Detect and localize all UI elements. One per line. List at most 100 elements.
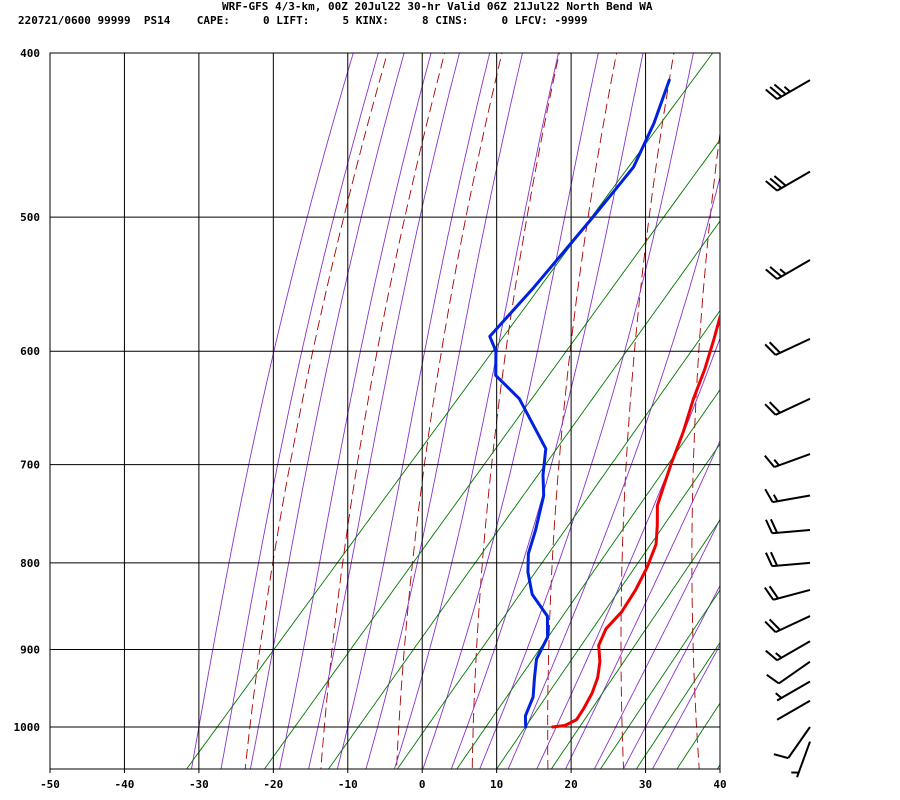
wind-barb-shaft (787, 726, 811, 759)
dry-adiabat (827, 15, 851, 770)
wind-barb-flag (769, 86, 783, 98)
wind-barb-half-flag (783, 86, 791, 93)
mixing-ratio-line (456, 389, 720, 769)
wind-barb-flag (773, 83, 787, 95)
moist-adiabat (622, 584, 720, 769)
x-tick-label: 30 (639, 778, 652, 791)
x-tick-label: 0 (419, 778, 426, 791)
wind-barb-shaft (776, 640, 811, 662)
wind-barb-half-flag (773, 458, 780, 466)
mixing-ratio-line (599, 589, 720, 769)
moist-adiabat (507, 175, 720, 769)
x-tick-label: 10 (490, 778, 503, 791)
wind-barb-flag (768, 341, 781, 354)
x-tick-label: -30 (189, 778, 209, 791)
y-tick-label: 700 (20, 459, 40, 472)
x-tick-label: 20 (564, 778, 577, 791)
wind-barb-shaft (776, 79, 811, 100)
wind-barb-flag (765, 519, 774, 534)
wind-barb-shaft (796, 741, 811, 778)
mixing-ratio-line (496, 443, 720, 769)
mixing-ratio-line (550, 519, 720, 769)
moist-adiabat (336, 53, 491, 769)
wind-barb (764, 488, 811, 504)
dewpoint-profile (488, 78, 671, 729)
mixing-ratio-line (676, 702, 720, 769)
wind-barb-flag (770, 518, 779, 534)
wind-barb (765, 170, 811, 192)
wind-barb-flag (764, 343, 777, 356)
wind-barb-flag (766, 674, 780, 685)
wind-barb-shaft (775, 337, 811, 356)
y-tick-label: 1000 (14, 721, 41, 734)
dry-adiabat (471, 53, 560, 769)
wind-barb-flag (768, 585, 779, 600)
moist-adiabat (393, 53, 559, 769)
mixing-ratio-line (186, 53, 714, 769)
wind-barb-flag (765, 268, 778, 280)
wind-barb-flag (765, 180, 778, 192)
moist-adiabat (422, 53, 599, 769)
dry-adiabat (396, 53, 503, 769)
wind-barb-shaft (772, 561, 811, 568)
wind-barb-flag (764, 454, 776, 468)
wind-barb (775, 680, 811, 702)
wind-barb-shaft (775, 615, 811, 634)
moist-adiabat (565, 439, 720, 769)
moist-adiabat (450, 53, 644, 769)
wind-barb-half-flag (772, 494, 779, 502)
wind-barb-flag (769, 266, 783, 278)
y-tick-label: 900 (20, 643, 40, 656)
wind-barb-half-flag (779, 268, 787, 275)
wind-barb-shaft (776, 259, 811, 280)
x-tick-label: 40 (713, 778, 726, 791)
grid (49, 52, 721, 770)
wind-barb (776, 699, 811, 721)
wind-barb (764, 397, 811, 416)
mixing-ratio-line (716, 764, 720, 769)
chart-subtitle: 220721/0600 99999 PS14 CAPE: 0 LIFT: 5 K… (18, 14, 588, 27)
wind-barb-shaft (772, 494, 811, 504)
moist-adiabat (593, 518, 720, 769)
dry-adiabat (320, 53, 446, 769)
wind-barb (764, 585, 811, 601)
wind-barb (764, 453, 811, 468)
mixing-ratio-line (327, 220, 720, 769)
wind-barb-shaft (776, 170, 811, 192)
wind-barb-flag (765, 649, 778, 662)
wind-barb-half-flag (775, 692, 783, 699)
y-tick-label: 500 (20, 211, 40, 224)
wind-barb-flag (765, 552, 774, 567)
axis-ticks: -50 -40 -30 -20 -10 0 10 20 30 40 400 500 600 700 800 9… (14, 47, 727, 791)
dry-adiabat (691, 129, 720, 769)
wind-barbs (764, 79, 811, 778)
dry-adiabat (547, 53, 618, 769)
moist-adiabat (479, 53, 694, 769)
dry-adiabat (244, 53, 388, 769)
x-tick-label: -50 (40, 778, 60, 791)
moist-adiabat (279, 53, 432, 769)
wind-barb-flag (773, 753, 789, 760)
wind-barb (765, 518, 811, 535)
wind-barb-flag (769, 177, 783, 189)
wind-barb-flag (764, 488, 774, 503)
wind-barb-shaft (776, 680, 811, 702)
wind-barb-flag (765, 88, 778, 100)
dry-adiabat (892, 15, 900, 770)
moist-adiabat (651, 644, 720, 769)
temperature-profile (551, 311, 720, 729)
wind-barb-shaft (775, 397, 811, 416)
wind-barb-flag (764, 586, 775, 601)
x-tick-label: -40 (115, 778, 135, 791)
y-tick-label: 400 (20, 47, 40, 60)
moist-adiabat (365, 53, 523, 769)
wind-barb-shaft (778, 660, 811, 685)
wind-barb-flag (764, 403, 777, 416)
wind-barb-flag (770, 551, 779, 567)
moist-adiabat (536, 337, 720, 769)
wind-barb (766, 660, 811, 685)
wind-barb-shaft (776, 699, 811, 721)
wind-barb (765, 259, 811, 280)
plot-frame (49, 52, 721, 770)
